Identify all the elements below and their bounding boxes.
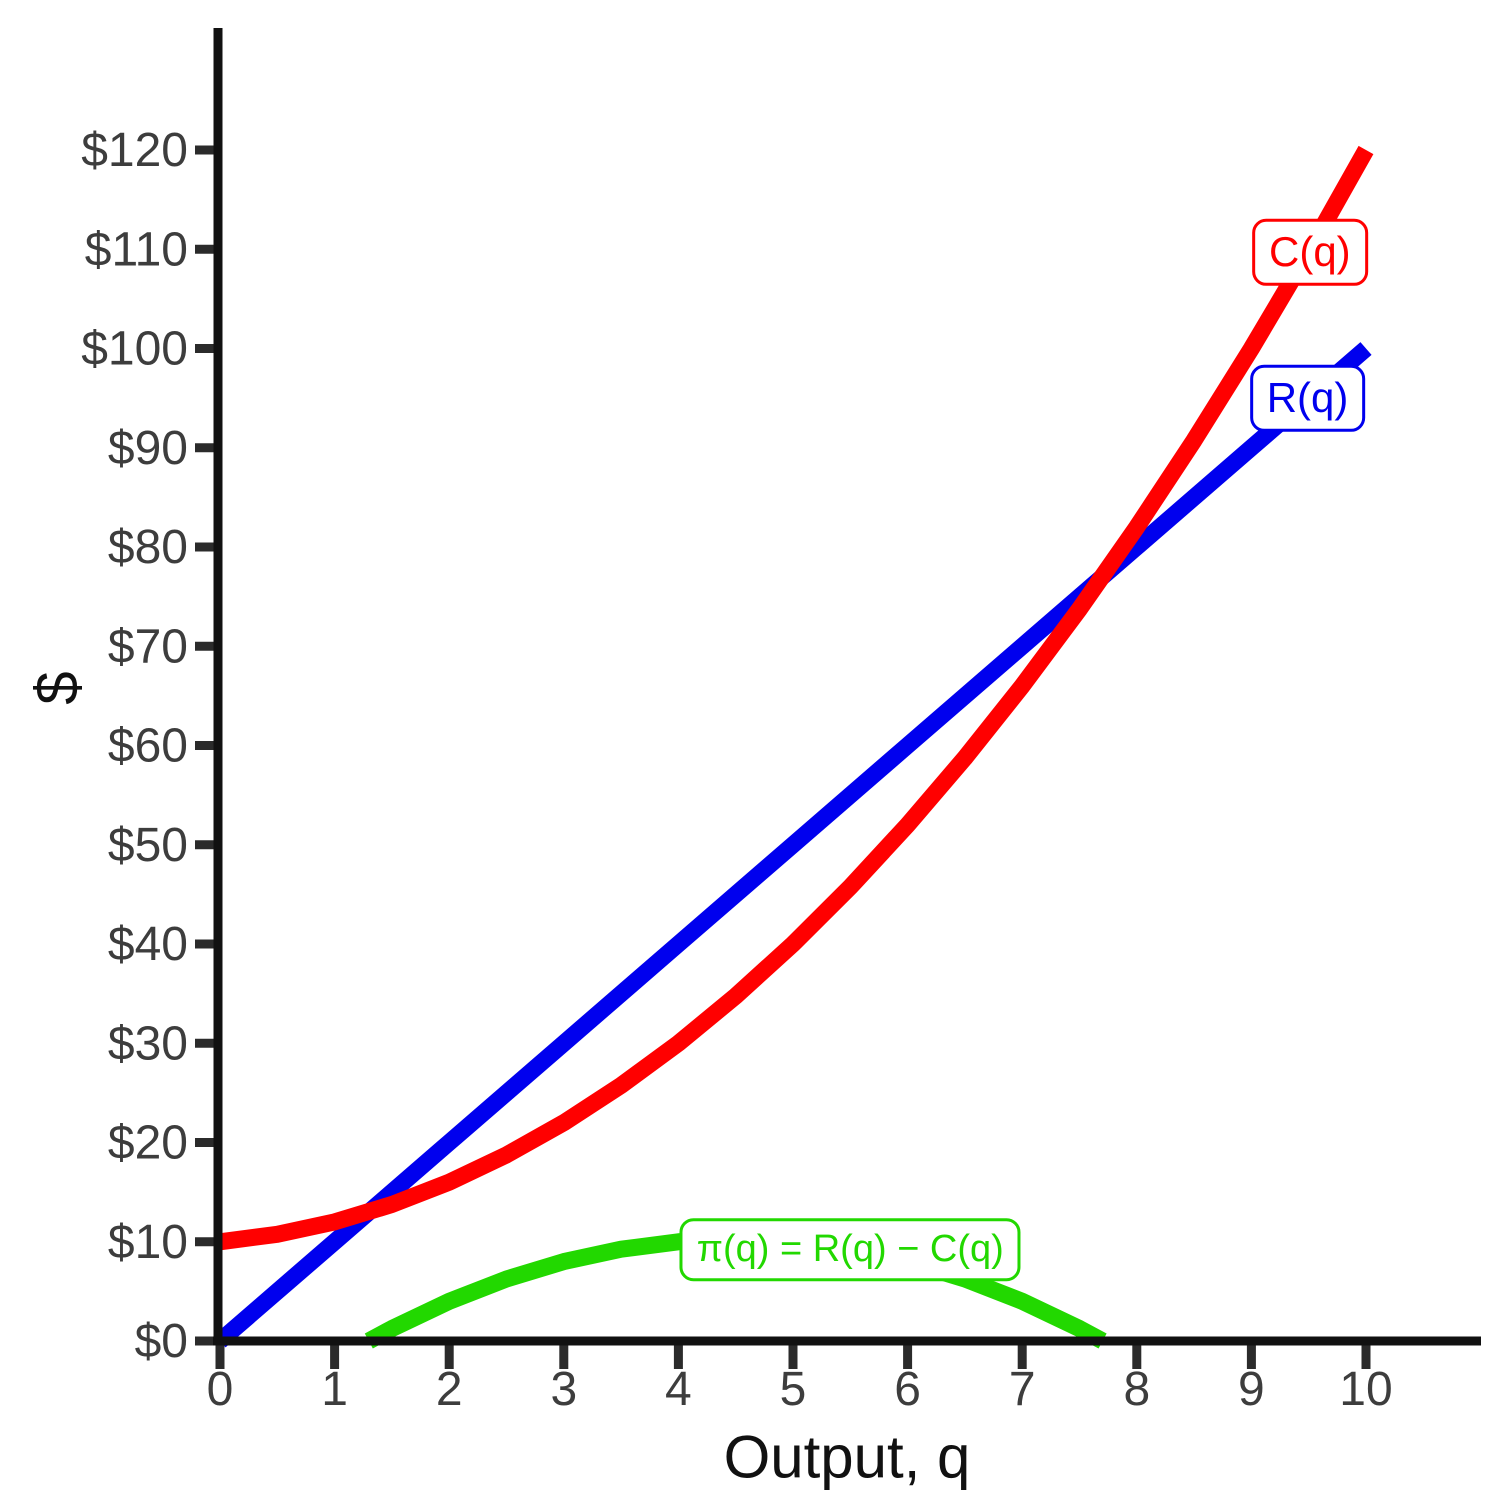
x-tick-label: 4 xyxy=(665,1363,692,1416)
y-tick-label: $50 xyxy=(108,819,188,872)
cost-curve xyxy=(218,145,1374,1251)
x-axis-title: Output, q xyxy=(723,1423,971,1491)
profit-curve-label: π(q) = R(q) − C(q) xyxy=(679,1217,1021,1282)
y-tick-label: $10 xyxy=(108,1216,188,1269)
y-tick-label: $110 xyxy=(85,223,188,276)
revenue-curve-label: R(q) xyxy=(1249,364,1366,432)
x-tick-label: 1 xyxy=(321,1363,348,1416)
y-tick-label: $0 xyxy=(135,1315,188,1368)
x-tick-label: 7 xyxy=(1009,1363,1036,1416)
y-tick-label: $100 xyxy=(81,323,188,376)
x-tick-label: 10 xyxy=(1339,1363,1392,1416)
y-tick-label: $80 xyxy=(108,521,188,574)
y-tick-label: $90 xyxy=(108,422,188,475)
x-tick-label: 0 xyxy=(207,1363,234,1416)
y-axis-title: $ xyxy=(23,671,91,705)
y-tick-label: $40 xyxy=(108,918,188,971)
y-tick-label: $70 xyxy=(108,620,188,673)
x-tick-label: 5 xyxy=(780,1363,807,1416)
x-tick-label: 9 xyxy=(1238,1363,1265,1416)
y-tick-label: $120 xyxy=(81,124,188,177)
revenue-curve xyxy=(214,342,1372,1348)
x-tick-label: 8 xyxy=(1123,1363,1150,1416)
y-tick-label: $20 xyxy=(108,1117,188,1170)
x-tick-label: 6 xyxy=(894,1363,921,1416)
cost-curve-label: C(q) xyxy=(1252,219,1368,286)
y-tick-label: $30 xyxy=(108,1017,188,1070)
x-tick-label: 2 xyxy=(436,1363,463,1416)
y-tick-label: $60 xyxy=(108,720,188,773)
x-tick-label: 3 xyxy=(550,1363,577,1416)
